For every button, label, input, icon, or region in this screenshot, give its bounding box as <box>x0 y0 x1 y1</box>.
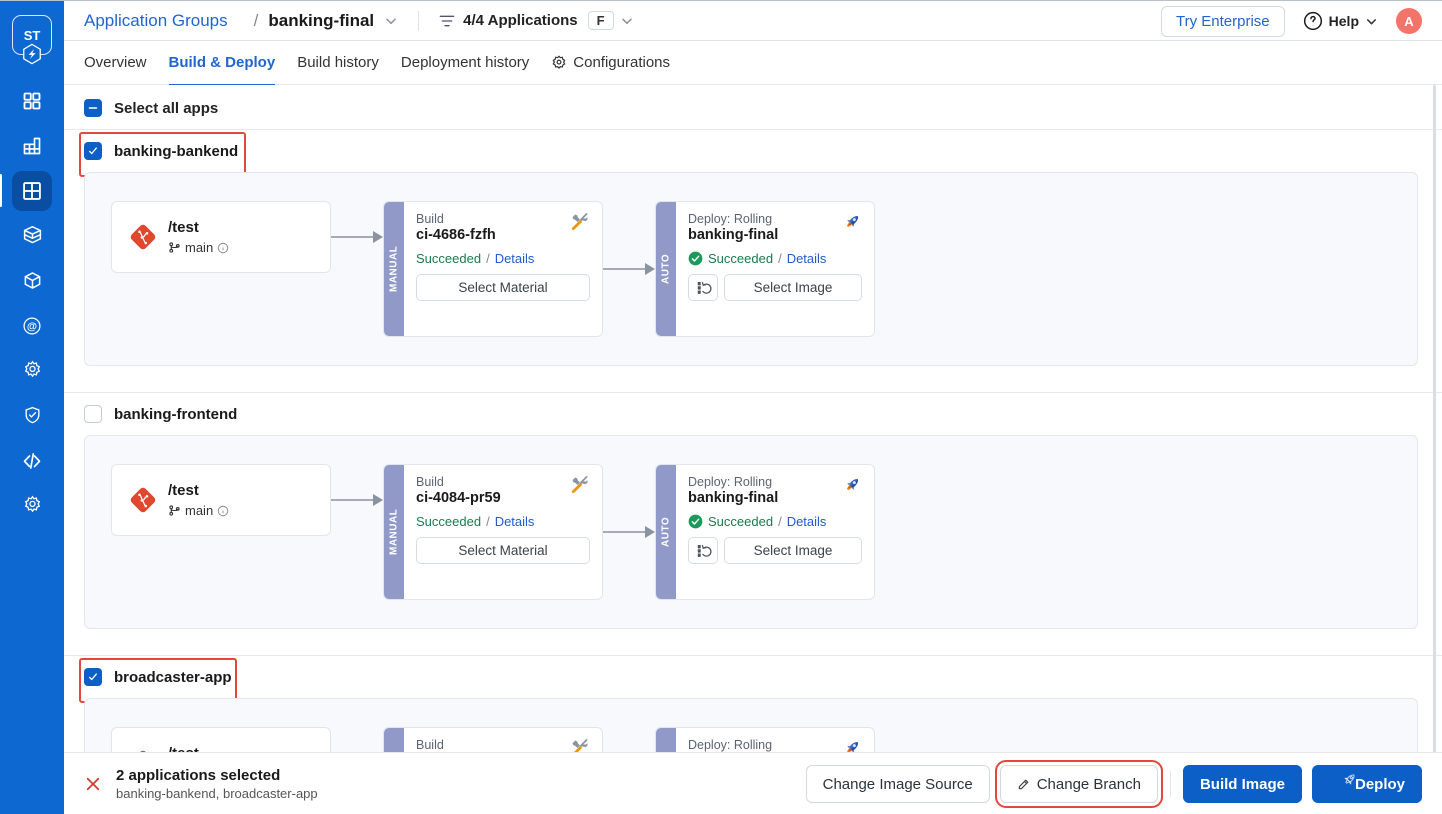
svg-text:@: @ <box>27 321 37 332</box>
